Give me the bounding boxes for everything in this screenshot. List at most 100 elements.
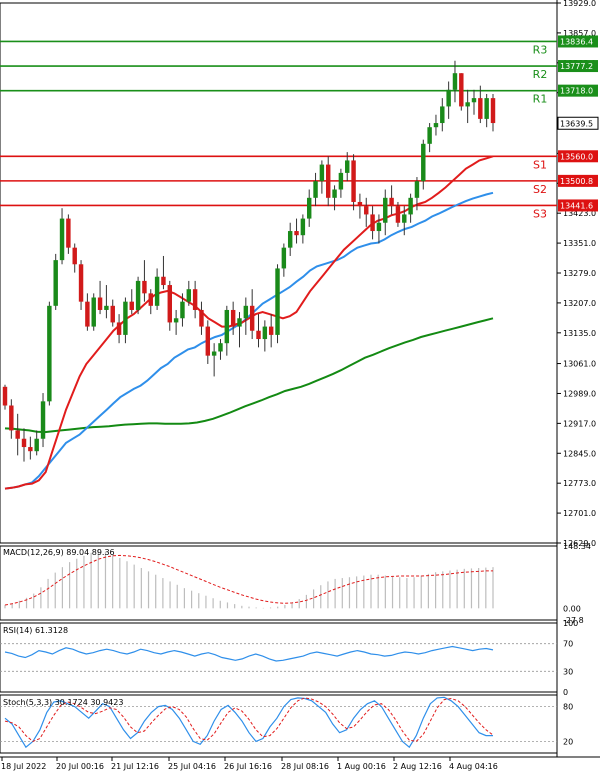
pane-frame-rsi [0, 622, 558, 693]
candle-body [148, 293, 153, 306]
macd-y-tick-label: 148.34 [563, 542, 591, 551]
candle-body [15, 430, 20, 439]
candle-body [408, 197, 413, 215]
candle-body [104, 305, 109, 310]
level-price-label: 13500.8 [560, 177, 593, 186]
candle-body [205, 326, 211, 356]
macd-y-tick-label: -27.8 [563, 616, 584, 625]
stoch-title: Stoch(5,3,3) 30.1724 30.9423 [3, 698, 123, 707]
macd-y-tick-label: 0.00 [563, 604, 581, 613]
candle-body [300, 218, 306, 236]
candle-body [376, 222, 382, 232]
candle-body [110, 305, 115, 323]
level-price-box [558, 150, 598, 163]
macd-signal-line [4, 554, 493, 606]
candle-body [199, 309, 204, 327]
rsi-line [4, 645, 494, 662]
y-tick-label: 12845.0 [563, 449, 596, 458]
candle-body [364, 206, 369, 215]
candle-body [249, 305, 255, 331]
level-name: S2 [533, 183, 547, 196]
candle-body [345, 160, 350, 173]
candle-body [59, 218, 65, 261]
candle-body [465, 102, 470, 107]
current-price-box [557, 116, 599, 130]
x-tick-label: 25 Jul 04:16 [168, 762, 216, 771]
level-price-box [558, 60, 598, 73]
candle-body [91, 297, 96, 327]
y-tick-label: 13857.0 [563, 29, 596, 38]
level-price-box [558, 35, 598, 48]
y-tick-label: 12989.0 [563, 389, 596, 398]
level-price-box [558, 174, 598, 187]
candle-body [471, 98, 477, 103]
candle-body [427, 127, 432, 144]
candle-body [192, 289, 198, 310]
candle-body [281, 247, 287, 269]
candle-body [66, 218, 71, 248]
candle-body [478, 98, 483, 119]
macd-title: MACD(12,26,9) 89.04 89.36 [3, 548, 115, 557]
rsi-y-tick-label: 70 [563, 640, 573, 649]
candle-body [490, 98, 496, 124]
rsi-y-tick-label: 30 [563, 667, 573, 676]
candle-body [389, 197, 394, 207]
level-name: S3 [533, 207, 547, 220]
candle-body [40, 401, 46, 439]
y-tick-label: 13929.0 [563, 0, 596, 8]
y-tick-label: 13279.0 [563, 269, 596, 278]
candle-body [2, 386, 8, 406]
candle-body [211, 351, 217, 356]
candle-body [85, 301, 90, 327]
level-price-box [558, 84, 598, 97]
y-tick-label: 12773.0 [563, 479, 596, 488]
level-price-label: 13441.6 [560, 201, 593, 210]
level-price-label: 13836.4 [560, 37, 593, 46]
candle-body [186, 289, 192, 302]
candle-body [440, 106, 445, 124]
candle-body [97, 297, 103, 310]
candle-body [34, 438, 39, 452]
candle-body [123, 301, 128, 335]
level-price-label: 13777.2 [560, 62, 593, 71]
candle-body [370, 214, 375, 232]
y-tick-label: 12629.0 [563, 539, 596, 548]
candle-body [287, 231, 293, 248]
x-tick-label: 1 Aug 00:16 [337, 762, 386, 771]
candle-body [268, 326, 274, 335]
candle-body [357, 201, 363, 207]
candle-body [142, 280, 147, 294]
candle-body [28, 447, 33, 452]
level-name: R1 [533, 93, 548, 106]
x-tick-label: 2 Aug 12:16 [393, 762, 442, 771]
stoch-k-line [4, 696, 493, 749]
x-tick-label: 28 Jul 08:16 [281, 762, 329, 771]
candle-body [313, 181, 318, 198]
current-price-label: 13639.5 [560, 119, 593, 128]
candle-body [237, 318, 242, 327]
candle-body [167, 285, 172, 323]
candle-body [224, 309, 230, 344]
candle-body [383, 197, 388, 223]
candle-body [262, 326, 268, 340]
x-tick-label: 18 Jul 2022 [1, 762, 46, 771]
candle-body [446, 89, 451, 107]
candle-body [116, 322, 122, 335]
level-name: R2 [533, 68, 548, 81]
candle-body [294, 231, 299, 236]
rsi-y-tick-label: 0 [563, 688, 568, 697]
candle-body [243, 305, 249, 319]
candle-body [326, 164, 331, 198]
candle-body [230, 309, 236, 327]
candle-body [78, 264, 84, 302]
level-name: R3 [533, 43, 548, 56]
candle-body [338, 172, 344, 190]
x-tick-label: 26 Jul 16:16 [224, 762, 272, 771]
candle-body [414, 181, 420, 198]
candle-body [72, 247, 77, 265]
candle-body [459, 73, 464, 107]
candle-body [256, 330, 261, 340]
level-price-box [558, 199, 598, 212]
candle-body [395, 206, 401, 223]
level-price-label: 13718.0 [560, 87, 593, 96]
